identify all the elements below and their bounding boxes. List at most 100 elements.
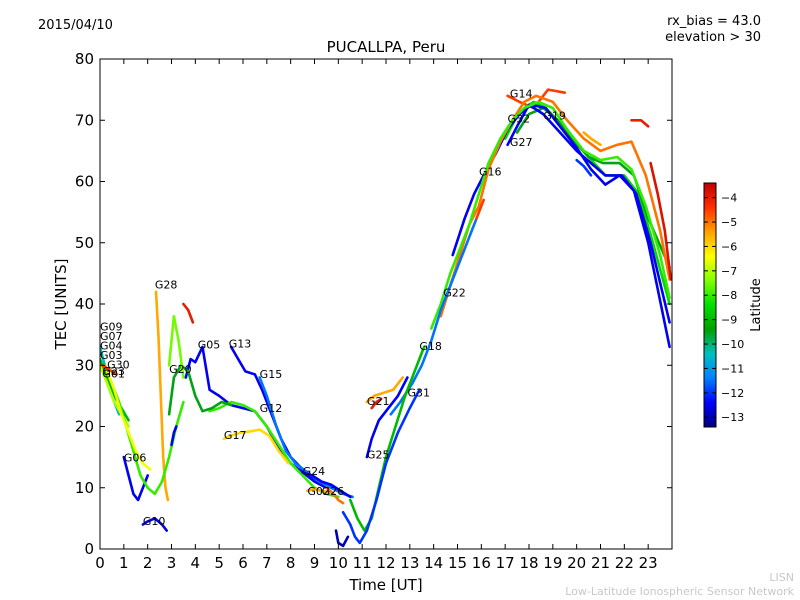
satellite-label-g30: G30: [107, 358, 130, 371]
series-g15: [258, 376, 354, 499]
series-g35: [170, 425, 178, 447]
satellite-label-g01: G01: [102, 368, 125, 381]
series-g28: [154, 290, 170, 502]
series-g25: [365, 376, 409, 459]
x-tick-label: 6: [238, 554, 248, 572]
series-g16: [451, 103, 671, 349]
y-axis: 0 10 20 30 40 50 60 70 80: [75, 50, 672, 558]
series-g02: [306, 487, 331, 494]
x-tick-label: 5: [214, 554, 224, 572]
satellite-label-g07: G07: [100, 330, 123, 343]
satellite-label-g14: G14: [510, 88, 533, 101]
x-tick-label: 20: [567, 554, 586, 572]
series-g37: [649, 161, 672, 281]
satellite-label-g04: G04: [100, 339, 123, 352]
series-g34: [167, 315, 185, 379]
satellite-label-g25: G25: [367, 448, 390, 461]
satellite-label-g05: G05: [198, 339, 221, 352]
series-g30: [105, 370, 152, 471]
x-tick-label: 9: [310, 554, 320, 572]
x-tick-label: 18: [519, 554, 538, 572]
y-tick-label: 20: [75, 418, 94, 436]
satellite-label-g24: G24: [303, 465, 326, 478]
satellite-labels: G28 G14 G32 G19 G27 G16 G22 G18 G31 G21 G25 G05 G13 G…: [100, 88, 566, 529]
series-g06: [122, 455, 149, 502]
series-g11: [370, 397, 383, 410]
satellite-label-g12: G12: [260, 402, 283, 415]
satellite-label-g13: G13: [229, 337, 252, 350]
x-tick-label: 17: [496, 554, 515, 572]
series-g39: [582, 131, 602, 147]
y-tick-label: 80: [75, 50, 94, 68]
satellite-label-g23: G23: [102, 365, 125, 378]
x-tick-label: 16: [472, 554, 491, 572]
colorbar-tick-label: −10: [721, 338, 744, 351]
series-g18: [430, 100, 671, 330]
colorbar-tick-label: −5: [721, 216, 737, 229]
y-tick-label: 0: [84, 540, 94, 558]
satellite-label-g16: G16: [479, 165, 502, 178]
y-axis-label: TEC [UNITS]: [52, 259, 70, 351]
satellite-label-g21: G21: [367, 395, 390, 408]
x-tick-label: 7: [262, 554, 272, 572]
credit-long: Low-Latitude Ionospheric Sensor Network: [565, 585, 794, 598]
satellite-label-g19: G19: [543, 110, 566, 123]
x-tick-label: 15: [448, 554, 467, 572]
satellite-label-g22: G22: [443, 287, 466, 300]
series-g19: [515, 106, 671, 269]
colorbar-tick-label: −11: [721, 362, 744, 375]
colorbar-tick-label: −8: [721, 289, 737, 302]
satellite-label-g32: G32: [508, 113, 531, 126]
series-g21: [365, 376, 404, 404]
x-axis-label: Time [UT]: [348, 576, 422, 594]
colorbar-tick-label: −6: [721, 240, 737, 253]
colorbar-ticks: −4 −5 −6 −7 −8 −9 −10 −11 −12 −13: [704, 192, 744, 424]
satellite-label-g20: G20: [169, 363, 192, 376]
x-tick-label: 13: [400, 554, 419, 572]
series-g10: [141, 517, 168, 532]
x-tick-label: 22: [615, 554, 634, 572]
chart-date: 2015/04/10: [38, 18, 113, 33]
series-g26: [325, 486, 345, 505]
series-g29: [349, 345, 426, 532]
chart-title: PUCALLPA, Peru: [327, 38, 446, 56]
elevation-label: elevation > 30: [665, 30, 761, 45]
colorbar-tick-label: −13: [721, 411, 744, 424]
colorbar-tick-label: −4: [721, 192, 737, 205]
x-tick-label: 0: [95, 554, 105, 572]
series-g08: [341, 388, 421, 545]
satellite-label-g18: G18: [419, 340, 442, 353]
satellite-label-g26: G26: [322, 485, 345, 498]
x-axis: 0 1 2 3 4 5 6 7 8 9 10 11 12 13 14 15 16 17 18 19 20 21 22 23: [95, 59, 658, 572]
x-tick-label: 10: [329, 554, 348, 572]
plot-frame: [99, 58, 673, 550]
satellite-label-g15: G15: [260, 368, 283, 381]
series-g03: [334, 529, 350, 548]
satellite-label-g10: G10: [143, 515, 166, 528]
x-tick-label: 21: [591, 554, 610, 572]
satellite-label-g06: G06: [124, 451, 147, 464]
colorbar-label: Latitude: [749, 278, 764, 332]
series-g40: [575, 158, 593, 177]
y-tick-label: 60: [75, 173, 94, 191]
x-tick-label: 3: [167, 554, 177, 572]
series-g07: [100, 357, 130, 422]
x-tick-label: 14: [424, 554, 443, 572]
satellite-label-g03: G03: [100, 349, 123, 362]
series-g20: [167, 364, 233, 416]
x-tick-label: 23: [639, 554, 658, 572]
series-g05: [184, 345, 328, 490]
colorbar-tick-label: −9: [721, 314, 737, 327]
y-tick-label: 30: [75, 356, 94, 374]
y-tick-label: 70: [75, 111, 94, 129]
satellite-label-g28: G28: [155, 279, 178, 292]
satellite-label-g27: G27: [510, 136, 533, 149]
y-tick-label: 40: [75, 295, 94, 313]
series-g01: [101, 364, 118, 376]
series-g38: [475, 198, 485, 220]
x-tick-label: 11: [353, 554, 372, 572]
satellite-label-g02: G02: [307, 485, 330, 498]
colorbar-tick-label: −12: [721, 387, 744, 400]
series-layer: [100, 88, 672, 548]
